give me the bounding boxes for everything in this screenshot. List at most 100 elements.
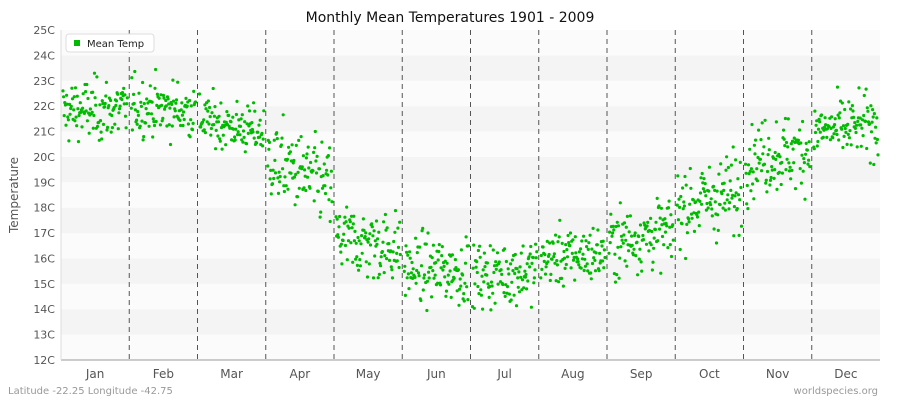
data-point <box>521 244 525 248</box>
data-point <box>398 252 402 257</box>
footer-coordinates: Latitude -22.25 Longitude -42.75 <box>8 386 173 397</box>
data-point <box>438 283 443 287</box>
data-point <box>786 145 790 149</box>
data-point <box>841 145 845 150</box>
data-point <box>704 194 708 198</box>
data-point <box>391 250 395 254</box>
data-point <box>142 135 146 139</box>
footer-source: worldspecies.org <box>794 386 878 397</box>
data-point <box>764 178 768 182</box>
data-point <box>850 104 855 108</box>
data-point <box>329 169 333 173</box>
data-point <box>833 123 837 127</box>
grid-band <box>61 283 880 310</box>
data-point <box>304 188 308 193</box>
data-point <box>76 107 80 111</box>
data-point <box>190 128 195 132</box>
data-point <box>698 199 702 203</box>
data-point <box>176 80 180 84</box>
data-point <box>583 257 587 261</box>
data-point <box>370 225 374 229</box>
data-point <box>455 289 459 293</box>
data-point <box>238 124 243 128</box>
data-point <box>285 157 289 161</box>
data-point <box>213 105 217 109</box>
data-point <box>680 222 684 226</box>
data-point <box>234 127 238 131</box>
data-point <box>870 120 874 124</box>
data-point <box>684 183 688 187</box>
data-point <box>133 108 137 112</box>
data-point <box>563 266 567 270</box>
data-point <box>65 102 69 106</box>
y-tick-label: 19C <box>33 176 55 189</box>
data-point <box>437 249 441 254</box>
data-point <box>859 123 863 127</box>
data-point <box>678 205 682 209</box>
data-point <box>103 105 107 109</box>
data-point <box>547 252 551 257</box>
data-point <box>633 231 637 235</box>
data-point <box>620 238 624 242</box>
data-point <box>614 224 618 229</box>
data-point <box>675 203 679 207</box>
data-point <box>843 126 847 131</box>
data-point <box>607 251 611 255</box>
data-point <box>682 200 686 204</box>
data-point <box>545 239 549 243</box>
data-point <box>345 258 349 262</box>
data-point <box>144 107 148 111</box>
data-point <box>94 103 98 107</box>
data-point <box>566 233 570 238</box>
data-point <box>671 223 675 227</box>
data-point <box>513 252 517 257</box>
data-point <box>540 267 544 271</box>
data-point <box>214 128 218 132</box>
data-point <box>856 119 860 123</box>
data-point <box>683 174 687 179</box>
data-point <box>352 214 356 218</box>
data-point <box>653 227 658 232</box>
data-point <box>461 273 465 277</box>
data-point <box>745 202 749 206</box>
data-point <box>681 186 685 190</box>
data-point <box>865 146 869 151</box>
data-point <box>529 305 534 309</box>
data-point <box>139 104 143 108</box>
data-point <box>427 276 431 280</box>
data-point <box>179 108 183 112</box>
grid-band <box>61 258 880 284</box>
data-point <box>258 118 262 122</box>
data-point <box>649 216 653 220</box>
data-point <box>278 174 282 179</box>
data-point <box>751 182 755 186</box>
data-point <box>376 237 380 241</box>
data-point <box>746 207 750 211</box>
data-point <box>656 239 660 243</box>
data-point <box>669 254 674 259</box>
data-point <box>421 288 425 292</box>
data-point <box>210 111 214 115</box>
data-point <box>745 183 749 188</box>
data-point <box>873 136 877 140</box>
data-point <box>619 245 623 249</box>
data-point <box>525 287 529 291</box>
data-point <box>84 90 88 94</box>
data-point <box>475 270 479 275</box>
data-point <box>623 259 627 263</box>
data-point <box>185 104 189 108</box>
data-point <box>616 245 620 249</box>
data-point <box>664 221 668 225</box>
data-point <box>358 264 362 268</box>
data-point <box>730 196 734 200</box>
data-point <box>840 127 844 131</box>
data-point <box>613 280 618 284</box>
data-point <box>233 135 237 139</box>
data-point <box>557 235 561 239</box>
data-point <box>363 235 367 239</box>
data-point <box>233 138 237 142</box>
data-point <box>425 279 430 283</box>
data-point <box>231 127 235 131</box>
data-point <box>596 228 600 232</box>
data-point <box>389 265 393 269</box>
